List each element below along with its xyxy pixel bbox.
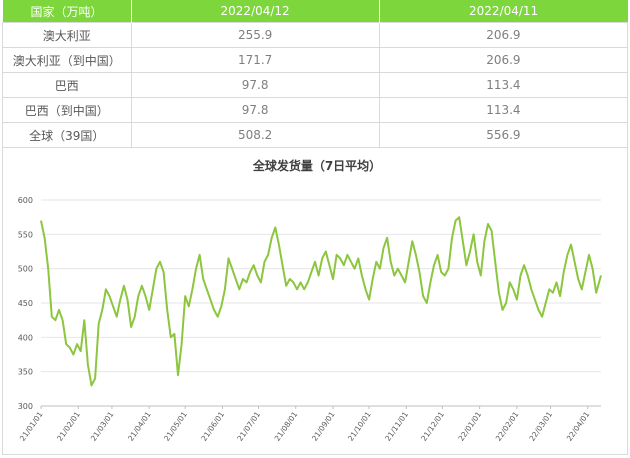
x-axis: 21/01/01 21/02/01 21/03/01 21/04/01 21/05/01… [18, 406, 592, 443]
header-country: 国家（万吨） [2, 0, 132, 23]
row-value-1: 97.8 [130, 97, 380, 123]
x-tick-label: 22/02/01 [494, 410, 521, 443]
x-tick-label: 21/04/01 [126, 410, 153, 443]
y-tick-label: 350 [18, 368, 33, 377]
x-tick-label: 21/12/01 [419, 410, 446, 443]
chart-title: 全球发货量（7日平均） [252, 158, 381, 173]
x-tick-label: 21/03/01 [89, 410, 116, 443]
y-tick-label: 550 [18, 230, 33, 239]
x-tick-label: 21/11/01 [383, 410, 410, 443]
row-label: 巴西 [2, 72, 132, 98]
row-value-1: 97.8 [130, 72, 380, 98]
x-tick-label: 21/07/01 [235, 410, 262, 443]
x-tick-label: 21/08/01 [273, 410, 300, 443]
row-label: 澳大利亚（到中国） [2, 47, 132, 73]
row-value-1: 508.2 [130, 122, 380, 148]
y-tick-label: 450 [18, 299, 33, 308]
row-value-2: 113.4 [378, 72, 629, 98]
row-value-1: 255.9 [130, 22, 380, 48]
row-value-1: 171.7 [130, 47, 380, 73]
x-tick-label: 21/01/01 [18, 410, 45, 443]
header-date-1: 2022/04/12 [131, 0, 380, 23]
x-tick-label: 21/05/01 [162, 410, 189, 443]
table-row: 澳大利亚（到中国） 171.7 206.9 [2, 47, 629, 73]
row-label: 澳大利亚 [2, 22, 132, 48]
table-row: 巴西（到中国） 97.8 113.4 [2, 97, 629, 123]
y-tick-label: 300 [18, 402, 33, 411]
row-label: 全球（39国） [2, 122, 132, 148]
header-date-2: 2022/04/11 [379, 0, 628, 23]
x-tick-label: 22/01/01 [457, 410, 484, 443]
chart-container: 全球发货量（7日平均） 300 350 400 450 500 550 600 21/01/… [2, 148, 628, 455]
table-row: 澳大利亚 255.9 206.9 [2, 22, 629, 48]
y-tick-label: 500 [18, 265, 33, 274]
x-tick-label: 21/10/01 [346, 410, 373, 443]
table-row: 巴西 97.8 113.4 [2, 72, 629, 98]
shipment-table: 国家（万吨） 2022/04/12 2022/04/11 澳大利亚 255.9 … [2, 0, 629, 148]
chart-gridlines [41, 199, 601, 407]
x-tick-label: 21/09/01 [310, 410, 337, 443]
x-tick-label: 22/03/01 [527, 410, 554, 443]
row-value-2: 556.9 [378, 122, 629, 148]
x-tick-label: 22/04/01 [565, 410, 592, 443]
y-axis: 300 350 400 450 500 550 600 [18, 196, 33, 411]
x-tick-label: 21/02/01 [55, 410, 82, 443]
row-value-2: 206.9 [378, 22, 629, 48]
y-tick-label: 600 [18, 196, 33, 205]
row-value-2: 206.9 [378, 47, 629, 73]
table-row: 全球（39国） 508.2 556.9 [2, 122, 629, 148]
row-label: 巴西（到中国） [2, 97, 132, 123]
table-header-row: 国家（万吨） 2022/04/12 2022/04/11 [2, 0, 628, 23]
series-line [40, 216, 602, 387]
row-value-2: 113.4 [378, 97, 629, 123]
y-tick-label: 400 [18, 333, 33, 342]
x-tick-label: 21/06/01 [199, 410, 226, 443]
shipment-line-chart: 全球发货量（7日平均） 300 350 400 450 500 550 600 21/01/… [18, 158, 602, 443]
